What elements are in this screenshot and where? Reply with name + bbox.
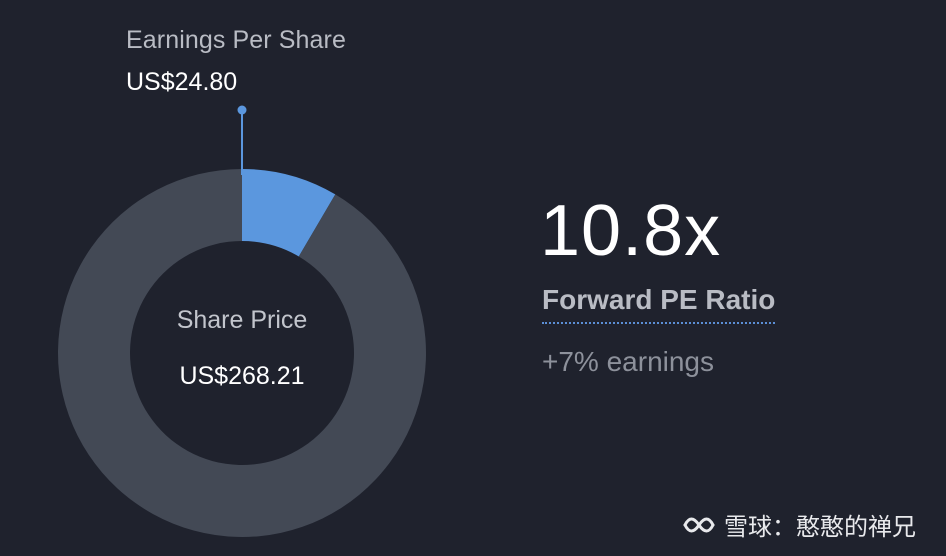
pe-ratio-value: 10.8x <box>540 191 722 271</box>
donut-slices <box>57 169 426 537</box>
donut-slice-earnings-per-share <box>242 169 336 257</box>
share-price-value: US$268.21 <box>179 362 305 390</box>
xueqiu-logo-icon <box>683 517 715 532</box>
eps-value: US$24.80 <box>126 68 238 96</box>
share-price-label: Share Price <box>176 306 308 334</box>
watermark: 雪球：憨憨的禅兄 <box>682 507 916 542</box>
donut-slice-share-price <box>57 169 426 537</box>
watermark-text: 雪球：憨憨的禅兄 <box>724 514 916 541</box>
earnings-growth-text: +7% earnings <box>542 346 715 377</box>
eps-leader-dot <box>237 105 247 115</box>
pe-ratio-label[interactable]: Forward PE Ratio <box>542 284 776 324</box>
eps-label: Earnings Per Share <box>126 26 346 54</box>
